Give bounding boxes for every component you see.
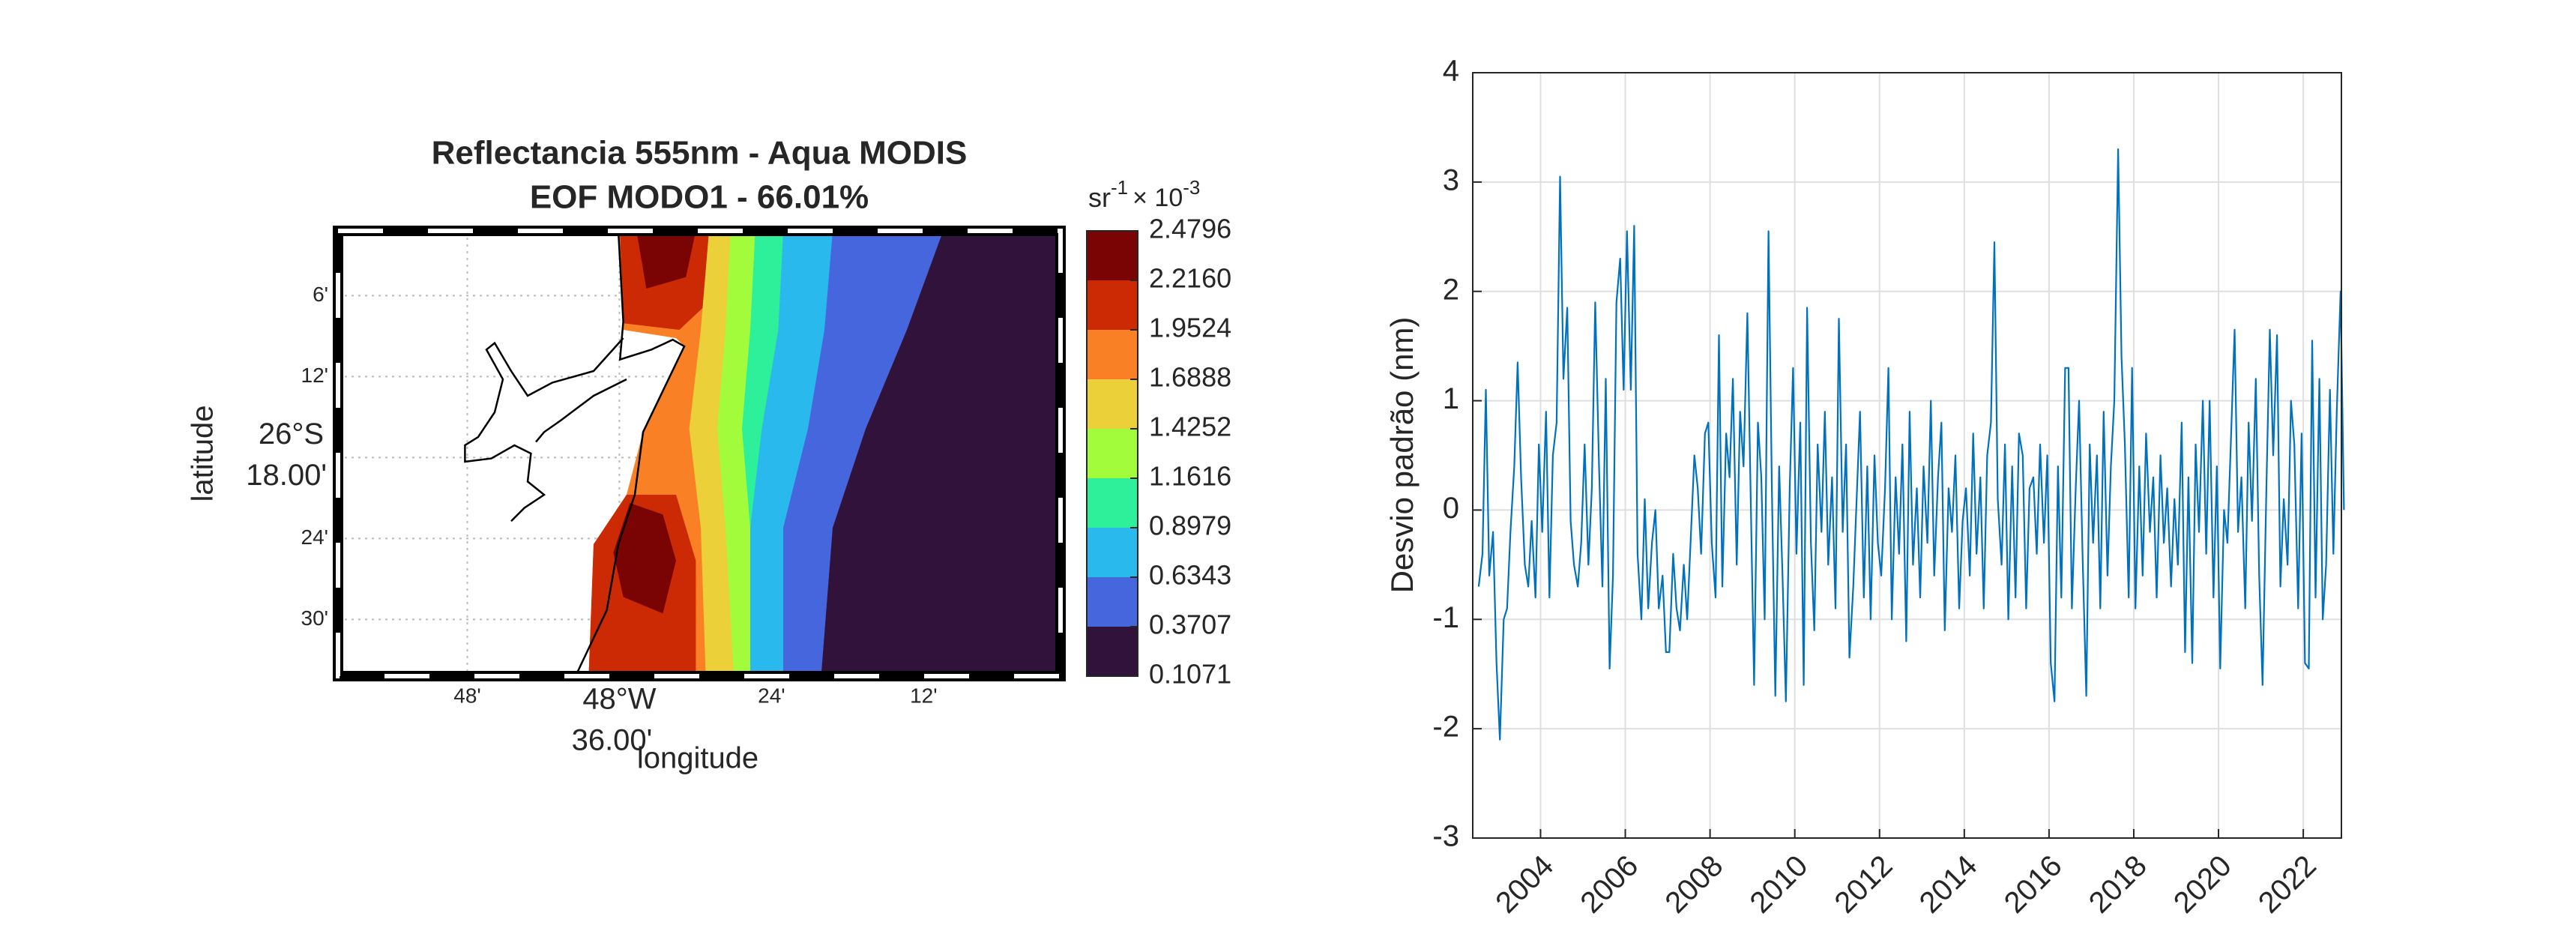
x-tick-label: 36.00'	[572, 724, 653, 757]
colorbar-unit: sr-1 × 10-3	[1088, 176, 1200, 213]
colorbar-tick-label: 1.1616	[1149, 461, 1231, 492]
x-tick-label: 2010	[1743, 849, 1814, 920]
contour-band	[821, 231, 1061, 676]
y-tick-label: -2	[1432, 711, 1459, 744]
colorbar-band	[1087, 329, 1138, 379]
colorbar-tick-label: 2.4796	[1149, 214, 1231, 244]
y-tick-label: -1	[1432, 601, 1459, 634]
data-line	[1477, 148, 2345, 741]
unit: sr	[1088, 182, 1111, 213]
colorbar-frame	[1086, 230, 1138, 677]
colorbar-band	[1087, 428, 1138, 478]
y-axis-label: Desvio padrão (nm)	[1384, 317, 1420, 594]
coastline	[535, 378, 627, 443]
y-tick-label: 18.00'	[246, 459, 327, 492]
colorbar-tick-label: 1.9524	[1149, 313, 1231, 343]
colorbar-tick-label: 0.6343	[1149, 560, 1231, 591]
colorbar-tick-label: 0.1071	[1149, 659, 1231, 690]
x-tick-label: 12'	[910, 684, 938, 707]
y-tick-label: 12'	[301, 364, 329, 387]
y-tick-label: -3	[1432, 820, 1459, 853]
colorbar-band	[1087, 528, 1138, 578]
unit-exponent: -1	[1111, 176, 1128, 199]
colorbar-tick-label: 0.3707	[1149, 609, 1231, 640]
colorbar-tick-label: 2.2160	[1149, 263, 1231, 294]
map-x-label: longitude	[637, 742, 758, 775]
map-subtitle: EOF MODO1 - 66.01%	[530, 179, 869, 216]
colorbar-tick-label: 0.8979	[1149, 510, 1231, 541]
y-tick-label: 4	[1443, 55, 1459, 88]
colorbar-band	[1087, 379, 1138, 429]
colorbar-band	[1087, 477, 1138, 528]
y-tick-label: 30'	[301, 606, 329, 630]
x-tick-label: 2008	[1659, 849, 1729, 920]
x-tick-label: 2022	[2252, 849, 2323, 920]
map-y-label: latitude	[187, 406, 220, 502]
coastline	[576, 230, 686, 674]
scale: × 10	[1132, 184, 1183, 212]
y-tick-label: 24'	[301, 525, 329, 549]
x-tick-label: 2004	[1489, 849, 1560, 920]
y-tick-label: 3	[1443, 163, 1459, 196]
y-tick-label: 6'	[313, 283, 328, 306]
y-tick-label: 2	[1443, 273, 1459, 306]
colorbar-tick-label: 1.4252	[1149, 412, 1231, 442]
map-title: Reflectancia 555nm - Aqua MODIS	[432, 135, 968, 172]
axes-box	[1472, 72, 2342, 839]
x-tick-label: 2018	[2083, 849, 2153, 920]
x-tick-label: 2012	[1829, 849, 1899, 920]
y-tick-label: 0	[1443, 492, 1459, 525]
map: 48' 48°W 36.00' 24' 12' 6' 12' 26°S 18.00' 24' 30'…	[246, 214, 1231, 757]
y-tick-label: 1	[1443, 382, 1459, 415]
x-tick-label: 48'	[453, 684, 481, 707]
contour-band	[636, 231, 696, 289]
colorbar-band	[1087, 577, 1138, 627]
colorbar-tick-label: 1.6888	[1149, 362, 1231, 393]
coastline	[464, 337, 624, 522]
map-frame-ticks	[336, 229, 1063, 678]
x-tick-label: 2006	[1574, 849, 1644, 920]
scale-exponent: -3	[1183, 176, 1200, 199]
colorbar-band	[1087, 627, 1138, 676]
y-tick-label: 26°S	[259, 418, 324, 451]
colorbar-band	[1087, 231, 1138, 280]
x-tick-label: 48°W	[582, 683, 656, 716]
x-tick-label: 24'	[758, 684, 785, 707]
colorbar-band	[1087, 280, 1138, 330]
contour-band	[613, 503, 676, 614]
x-tick-label: 2014	[1913, 849, 1984, 920]
x-tick-label: 2020	[2168, 849, 2238, 920]
x-tick-label: 2016	[1998, 849, 2069, 920]
